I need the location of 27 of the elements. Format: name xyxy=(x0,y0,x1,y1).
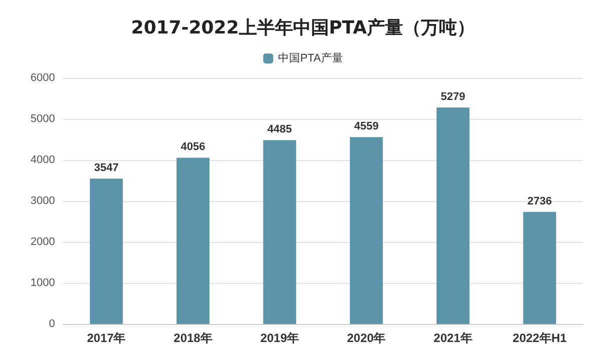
x-tick-label: 2020年 xyxy=(346,331,386,345)
x-tick-label: 2021年 xyxy=(434,331,472,345)
bar xyxy=(523,212,556,324)
x-tick-label: 2017年 xyxy=(86,331,126,345)
y-tick-label: 1000 xyxy=(30,277,55,289)
chart-title: 2017-2022上半年中国PTA产量（万吨） xyxy=(131,18,475,38)
data-label: 4559 xyxy=(354,120,379,133)
y-tick-label: 0 xyxy=(48,318,55,330)
data-label: 4485 xyxy=(267,124,292,136)
y-tick-label: 2000 xyxy=(30,236,55,248)
data-label: 4056 xyxy=(180,141,206,154)
y-tick-label: 6000 xyxy=(30,72,55,84)
data-label: 2736 xyxy=(527,195,552,208)
x-tick-label: 2022年H1 xyxy=(512,331,568,345)
y-tick-label: 4000 xyxy=(30,154,55,166)
bar xyxy=(90,178,123,324)
bar xyxy=(436,108,470,324)
x-tick-label: 2018年 xyxy=(174,331,212,345)
legend-label: 中国PTA产量 xyxy=(278,52,343,64)
data-label: 3547 xyxy=(94,162,119,174)
bar xyxy=(176,158,210,324)
y-tick-label: 3000 xyxy=(30,195,55,207)
data-label: 5279 xyxy=(440,91,466,104)
x-tick-label: 2019年 xyxy=(260,331,300,345)
bar xyxy=(263,140,296,324)
bar xyxy=(350,137,383,324)
y-tick-label: 5000 xyxy=(30,113,55,125)
